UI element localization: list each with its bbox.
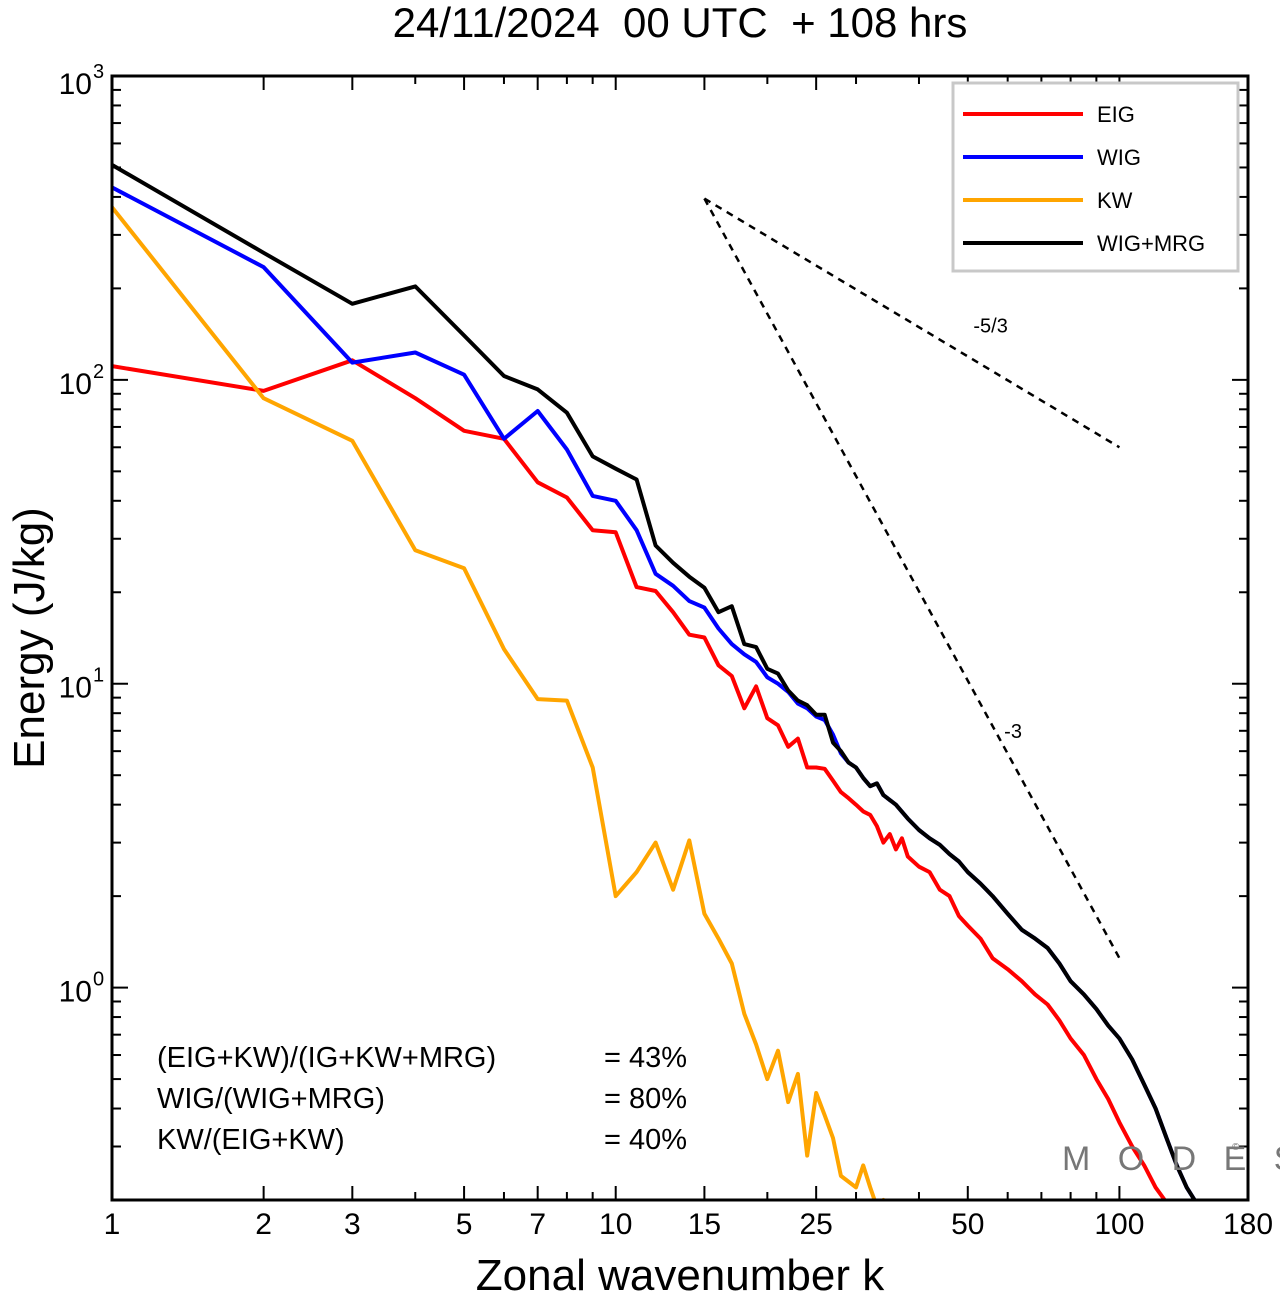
ratio-value: = 80% <box>604 1083 687 1115</box>
ratio-label: (EIG+KW)/(IG+KW+MRG) <box>157 1042 496 1074</box>
legend-label: WIG <box>1097 145 1141 170</box>
y-tick-exponent: 0 <box>93 969 104 991</box>
y-tick-label: 10 2 <box>59 361 105 401</box>
y-tick-base: 10 <box>59 672 92 705</box>
x-tick-label: 180 <box>1223 1208 1273 1241</box>
y-tick-base: 10 <box>59 368 92 401</box>
y-tick-exponent: 2 <box>93 361 104 383</box>
y-tick-label: 10 0 <box>59 969 105 1009</box>
x-tick-label: 3 <box>344 1208 361 1241</box>
x-tick-label: 5 <box>456 1208 473 1241</box>
series-line-eig <box>112 358 1167 1200</box>
x-tick-label: 15 <box>688 1208 721 1241</box>
x-axis-title: Zonal wavenumber k <box>476 1251 885 1294</box>
y-tick-exponent: 1 <box>93 665 104 687</box>
ratio-value: = 43% <box>604 1042 687 1074</box>
ratio-row: KW/(EIG+KW) = 40% <box>157 1124 687 1156</box>
ratio-row: WIG/(WIG+MRG) = 80% <box>157 1083 687 1115</box>
legend-label: KW <box>1097 188 1133 213</box>
plot-frame <box>110 74 1250 1202</box>
ratio-value: = 40% <box>604 1124 687 1156</box>
x-tick-label: 2 <box>255 1208 272 1241</box>
legend-item: WIG+MRG <box>963 231 1205 256</box>
slope-label: -5/3 <box>973 316 1007 338</box>
series-line-wig-mrg <box>112 162 1197 1200</box>
legend-item: WIG <box>963 145 1141 170</box>
series-line-kw <box>112 205 886 1200</box>
y-tick-label: 10 3 <box>59 61 105 101</box>
slope-line-three <box>703 197 1121 959</box>
x-tick-label: 25 <box>799 1208 832 1241</box>
ratio-label: WIG/(WIG+MRG) <box>157 1083 385 1115</box>
slope-label: -3 <box>1004 721 1022 743</box>
x-tick-label: 10 <box>599 1208 632 1241</box>
watermark-text: M O D E S <box>1062 1140 1280 1178</box>
x-tick-label: 50 <box>951 1208 984 1241</box>
legend: EIG WIG KW WIG+MRG <box>951 81 1240 273</box>
legend-label: WIG+MRG <box>1097 231 1205 256</box>
x-tick-label: 100 <box>1094 1208 1144 1241</box>
y-tick-exponent: 3 <box>93 61 104 83</box>
legend-item: EIG <box>963 102 1135 127</box>
slope-line-five-thirds <box>703 197 1121 449</box>
ratio-label: KW/(EIG+KW) <box>157 1124 345 1156</box>
x-tick-label: 1 <box>104 1208 121 1241</box>
legend-label: EIG <box>1097 102 1135 127</box>
energy-ratio-annotations: (EIG+KW)/(IG+KW+MRG) = 43% WIG/(WIG+MRG) = … <box>157 1042 687 1156</box>
legend-item: KW <box>963 188 1133 213</box>
modes-watermark: M O D E S © <box>1062 1140 1280 1178</box>
y-tick-base: 10 <box>59 976 92 1009</box>
y-axis-title: Energy (J/kg) <box>5 507 54 769</box>
data-series <box>112 162 1197 1200</box>
slope-reference-lines: -5/3 -3 <box>703 197 1121 959</box>
y-tick-base: 10 <box>59 68 92 101</box>
x-tick-label: 7 <box>529 1208 546 1241</box>
ratio-row: (EIG+KW)/(IG+KW+MRG) = 43% <box>157 1042 687 1074</box>
chart-title: 24/11/2024 00 UTC + 108 hrs <box>393 0 968 46</box>
y-tick-label: 10 1 <box>59 665 105 705</box>
watermark-copyright: © <box>1232 1142 1240 1153</box>
